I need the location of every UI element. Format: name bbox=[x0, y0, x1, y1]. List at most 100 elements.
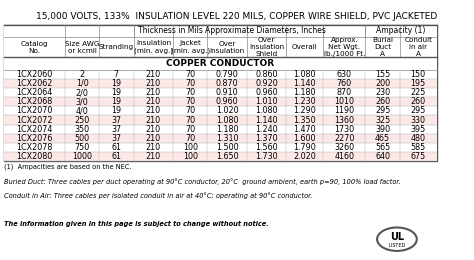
Text: 585: 585 bbox=[410, 143, 426, 152]
Text: 760: 760 bbox=[337, 79, 352, 88]
FancyBboxPatch shape bbox=[4, 79, 437, 88]
Text: 1.650: 1.650 bbox=[216, 152, 238, 161]
Text: 1.180: 1.180 bbox=[293, 88, 316, 97]
Text: 1CX2080: 1CX2080 bbox=[17, 152, 53, 161]
FancyBboxPatch shape bbox=[4, 88, 437, 97]
Text: 7: 7 bbox=[114, 70, 119, 79]
Text: 465: 465 bbox=[375, 134, 390, 143]
FancyBboxPatch shape bbox=[4, 143, 437, 152]
Text: 200: 200 bbox=[375, 79, 390, 88]
Text: 325: 325 bbox=[375, 115, 390, 125]
Text: 1.080: 1.080 bbox=[255, 106, 278, 115]
Text: 70: 70 bbox=[185, 97, 195, 106]
Text: 155: 155 bbox=[375, 70, 390, 79]
Text: 1010: 1010 bbox=[334, 97, 355, 106]
Text: 1.290: 1.290 bbox=[293, 106, 316, 115]
Text: 210: 210 bbox=[146, 97, 161, 106]
Text: 1/0: 1/0 bbox=[76, 79, 89, 88]
Text: 210: 210 bbox=[146, 106, 161, 115]
Text: 750: 750 bbox=[74, 143, 90, 152]
Text: COPPER CONDUCTOR: COPPER CONDUCTOR bbox=[166, 59, 274, 68]
Text: 70: 70 bbox=[185, 88, 195, 97]
Text: 210: 210 bbox=[146, 125, 161, 134]
Text: 1.020: 1.020 bbox=[216, 106, 238, 115]
Text: 100: 100 bbox=[182, 152, 198, 161]
Text: 390: 390 bbox=[375, 125, 390, 134]
FancyBboxPatch shape bbox=[4, 25, 437, 57]
Text: Overall: Overall bbox=[292, 44, 318, 50]
Text: 1CX2068: 1CX2068 bbox=[17, 97, 53, 106]
Text: 0.960: 0.960 bbox=[216, 97, 238, 106]
FancyBboxPatch shape bbox=[4, 97, 437, 106]
Text: 1CX2072: 1CX2072 bbox=[17, 115, 53, 125]
Text: 1730: 1730 bbox=[334, 125, 355, 134]
Text: 225: 225 bbox=[410, 88, 426, 97]
Text: Thickness in Mils: Thickness in Mils bbox=[138, 26, 203, 35]
Text: 260: 260 bbox=[410, 97, 426, 106]
Text: Stranding: Stranding bbox=[99, 44, 134, 50]
Text: 3260: 3260 bbox=[334, 143, 355, 152]
Text: 1CX2060: 1CX2060 bbox=[17, 70, 53, 79]
Text: 1.140: 1.140 bbox=[255, 115, 278, 125]
Text: 19: 19 bbox=[111, 79, 121, 88]
Text: Insulation
(min. avg.): Insulation (min. avg.) bbox=[134, 40, 173, 54]
FancyBboxPatch shape bbox=[4, 134, 437, 143]
FancyBboxPatch shape bbox=[4, 70, 437, 79]
Text: 4/0: 4/0 bbox=[76, 106, 89, 115]
FancyBboxPatch shape bbox=[4, 152, 437, 161]
Text: 150: 150 bbox=[410, 70, 426, 79]
Text: 0.870: 0.870 bbox=[216, 79, 238, 88]
Text: 2270: 2270 bbox=[334, 134, 355, 143]
Text: LISTED: LISTED bbox=[388, 243, 406, 248]
Text: 1.080: 1.080 bbox=[216, 115, 238, 125]
Text: Approx.
Net Wgt.
lb./1000 Ft.: Approx. Net Wgt. lb./1000 Ft. bbox=[324, 37, 365, 57]
Text: 1.310: 1.310 bbox=[216, 134, 238, 143]
Text: 2: 2 bbox=[80, 70, 85, 79]
Text: Buried Duct: Three cables per duct operating at 90°C conductor, 20°C  ground amb: Buried Duct: Three cables per duct opera… bbox=[4, 178, 401, 185]
Text: 1.470: 1.470 bbox=[293, 125, 316, 134]
Text: 210: 210 bbox=[146, 115, 161, 125]
Text: 295: 295 bbox=[375, 106, 390, 115]
FancyBboxPatch shape bbox=[4, 57, 437, 70]
Text: 70: 70 bbox=[185, 79, 195, 88]
Text: Size AWG
or kcmil: Size AWG or kcmil bbox=[65, 41, 100, 54]
Text: 37: 37 bbox=[111, 134, 121, 143]
Text: 2.020: 2.020 bbox=[293, 152, 316, 161]
Text: 1.240: 1.240 bbox=[255, 125, 278, 134]
Text: 870: 870 bbox=[337, 88, 352, 97]
Text: 37: 37 bbox=[111, 115, 121, 125]
Text: 3/0: 3/0 bbox=[76, 97, 89, 106]
Text: (1)  Ampacities are based on the NEC.: (1) Ampacities are based on the NEC. bbox=[4, 164, 132, 170]
Text: Over
Insulation
Shield: Over Insulation Shield bbox=[249, 37, 284, 57]
Text: 1.010: 1.010 bbox=[255, 97, 278, 106]
Text: Jacket
(min. avg.): Jacket (min. avg.) bbox=[171, 40, 210, 54]
Text: 1.560: 1.560 bbox=[255, 143, 278, 152]
Text: 565: 565 bbox=[375, 143, 390, 152]
Text: 2/0: 2/0 bbox=[76, 88, 89, 97]
Text: 61: 61 bbox=[111, 152, 121, 161]
Text: 1CX2070: 1CX2070 bbox=[17, 106, 53, 115]
Text: 0.790: 0.790 bbox=[216, 70, 238, 79]
Text: 1.370: 1.370 bbox=[255, 134, 278, 143]
Text: 15,000 VOLTS, 133%  INSULATION LEVEL 220 MILS, COPPER WIRE SHIELD, PVC JACKETED: 15,000 VOLTS, 133% INSULATION LEVEL 220 … bbox=[36, 12, 438, 21]
Text: 1.500: 1.500 bbox=[216, 143, 238, 152]
Text: Conduit in Air: Three cables per isolated conduit in air at 40°C; operating at 9: Conduit in Air: Three cables per isolate… bbox=[4, 192, 313, 199]
Text: 1.730: 1.730 bbox=[255, 152, 278, 161]
Text: 210: 210 bbox=[146, 143, 161, 152]
Text: 210: 210 bbox=[146, 134, 161, 143]
Text: 1.230: 1.230 bbox=[293, 97, 316, 106]
Text: Catalog
No.: Catalog No. bbox=[21, 41, 48, 54]
Text: 675: 675 bbox=[410, 152, 426, 161]
Text: 1.140: 1.140 bbox=[293, 79, 316, 88]
Text: 210: 210 bbox=[146, 152, 161, 161]
Text: 210: 210 bbox=[146, 79, 161, 88]
Text: Approximate Diameters, Inches: Approximate Diameters, Inches bbox=[205, 26, 326, 35]
Text: 260: 260 bbox=[375, 97, 390, 106]
Text: 330: 330 bbox=[410, 115, 426, 125]
Text: 1.790: 1.790 bbox=[293, 143, 316, 152]
Text: Burial
Duct
A: Burial Duct A bbox=[372, 37, 393, 57]
Text: 4160: 4160 bbox=[334, 152, 355, 161]
Text: 37: 37 bbox=[111, 125, 121, 134]
Text: 640: 640 bbox=[375, 152, 390, 161]
Text: Over
Insulation: Over Insulation bbox=[210, 41, 245, 54]
